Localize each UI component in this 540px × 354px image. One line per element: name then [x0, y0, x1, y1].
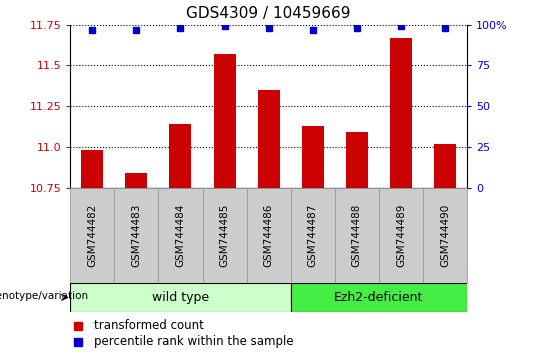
Text: GSM744484: GSM744484 [176, 204, 185, 267]
Text: percentile rank within the sample: percentile rank within the sample [94, 335, 294, 348]
Bar [423, 188, 467, 283]
Text: GSM744489: GSM744489 [396, 204, 406, 267]
Bar [390, 38, 412, 188]
Bar [81, 150, 103, 188]
Bar [379, 188, 423, 283]
Bar [247, 188, 291, 283]
Bar [70, 188, 114, 283]
Text: GSM744482: GSM744482 [87, 204, 97, 267]
Text: Ezh2-deficient: Ezh2-deficient [334, 291, 423, 304]
Bar [70, 283, 291, 312]
Text: GSM744485: GSM744485 [220, 204, 229, 267]
Text: GSM744486: GSM744486 [264, 204, 274, 267]
Bar [258, 90, 280, 188]
Bar [170, 124, 192, 188]
Bar [125, 173, 147, 188]
Bar [158, 188, 202, 283]
Text: GSM744490: GSM744490 [440, 204, 450, 267]
Bar [291, 188, 335, 283]
Text: GSM744483: GSM744483 [131, 204, 141, 267]
Text: GSM744488: GSM744488 [352, 204, 362, 267]
Text: wild type: wild type [152, 291, 209, 304]
Bar [346, 132, 368, 188]
Bar [114, 188, 158, 283]
Bar [213, 54, 235, 188]
Text: genotype/variation: genotype/variation [0, 291, 88, 301]
Bar [434, 144, 456, 188]
Bar [335, 188, 379, 283]
Text: transformed count: transformed count [94, 319, 204, 332]
Bar [302, 126, 324, 188]
Text: GSM744487: GSM744487 [308, 204, 318, 267]
Bar [291, 283, 467, 312]
Title: GDS4309 / 10459669: GDS4309 / 10459669 [186, 6, 351, 21]
Bar [202, 188, 247, 283]
